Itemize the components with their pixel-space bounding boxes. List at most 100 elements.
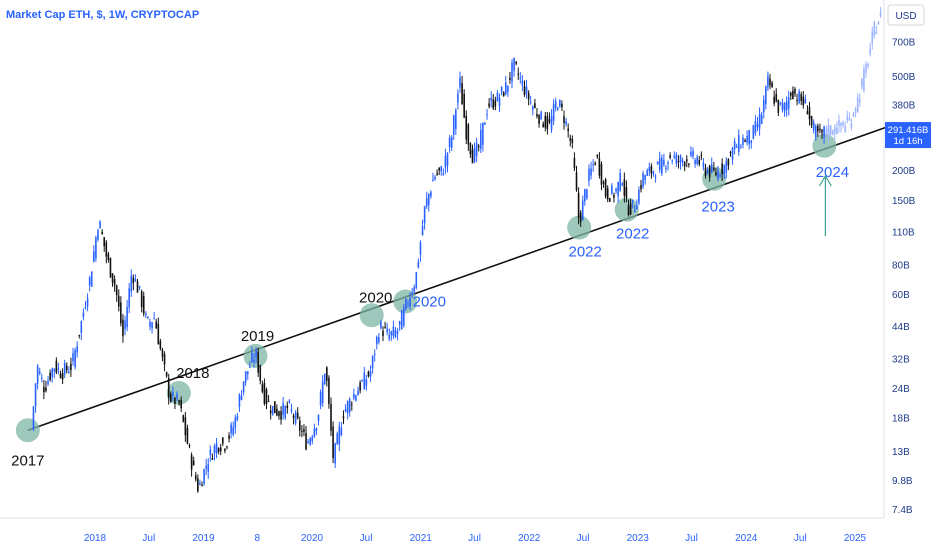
candle (544, 115, 547, 128)
candle (59, 374, 62, 378)
candle (40, 377, 43, 379)
candle (650, 166, 653, 174)
candle (821, 129, 823, 133)
candle (455, 109, 457, 129)
candle (661, 157, 663, 174)
candle (228, 435, 230, 439)
candle (130, 275, 133, 292)
candle (430, 191, 432, 197)
candle (271, 405, 274, 415)
candle (498, 97, 501, 107)
candle (95, 237, 97, 259)
candle (611, 185, 613, 194)
candle (769, 78, 771, 86)
forecast-candle (879, 11, 882, 17)
forecast-candle (840, 122, 842, 127)
candle (552, 104, 555, 122)
candle (492, 99, 495, 109)
candle (101, 232, 103, 234)
candle (407, 303, 409, 305)
candle (147, 316, 149, 319)
candle (263, 382, 266, 404)
forecast-candle (833, 127, 836, 133)
x-tick-label: 2024 (735, 533, 758, 544)
candle (444, 155, 447, 168)
forecast-candle (861, 78, 863, 87)
candle (34, 383, 37, 407)
forecast-candle (858, 99, 861, 103)
candle (690, 151, 692, 156)
candle (683, 162, 686, 167)
candle (405, 298, 407, 309)
candle (644, 175, 646, 180)
candle (259, 365, 262, 382)
candle (45, 387, 47, 392)
candle (808, 107, 811, 120)
candle (63, 363, 66, 375)
candle (163, 354, 166, 365)
candle (251, 353, 253, 362)
x-tick-label: Jul (468, 533, 481, 544)
candle (796, 99, 798, 101)
year-annotation: 2024 (816, 164, 849, 181)
trendline[interactable] (27, 124, 891, 432)
candle (598, 158, 601, 176)
candle (654, 176, 657, 178)
candle (606, 188, 609, 200)
year-annotation: 2023 (701, 199, 734, 216)
candle (671, 160, 674, 162)
candle (565, 121, 567, 125)
candle (249, 366, 251, 368)
candle (475, 142, 478, 156)
candle (554, 101, 557, 108)
candle (70, 363, 72, 371)
candle (278, 411, 280, 417)
candle (361, 380, 364, 382)
candle (477, 145, 480, 148)
candle (242, 381, 245, 393)
candle (735, 146, 738, 148)
y-tick-label: 150B (892, 196, 916, 207)
candle (346, 401, 349, 414)
candle (737, 135, 740, 152)
candle (567, 128, 569, 132)
y-tick-label: 32B (892, 355, 910, 366)
currency-button[interactable] (887, 4, 925, 26)
candle (513, 57, 515, 71)
candle (328, 377, 330, 405)
forecast-candle (869, 48, 871, 54)
candle (713, 168, 715, 170)
candle (367, 371, 370, 377)
candle (615, 188, 617, 192)
candle (238, 394, 241, 407)
candle (224, 449, 226, 451)
candle (134, 279, 137, 281)
touch-circle (812, 133, 837, 158)
candle (569, 138, 572, 141)
candle (457, 93, 459, 103)
candle (619, 173, 621, 191)
candle (559, 100, 561, 107)
candle (511, 62, 513, 82)
forecast-candle (829, 125, 832, 135)
candle (311, 436, 314, 441)
candle (604, 179, 607, 197)
candle (373, 353, 376, 355)
candle (725, 160, 728, 173)
year-annotation: 2020 (359, 289, 392, 306)
candle (775, 93, 778, 102)
candle (771, 82, 773, 88)
candle (336, 433, 339, 445)
candle (642, 173, 644, 187)
candle (280, 411, 282, 420)
candle (665, 167, 667, 170)
candle (675, 154, 678, 164)
y-tick-label: 700B (892, 38, 916, 49)
candle (413, 287, 416, 293)
candle (696, 157, 698, 164)
candle (303, 429, 305, 432)
candle (236, 415, 239, 420)
candle (792, 90, 794, 100)
candle (482, 122, 484, 145)
